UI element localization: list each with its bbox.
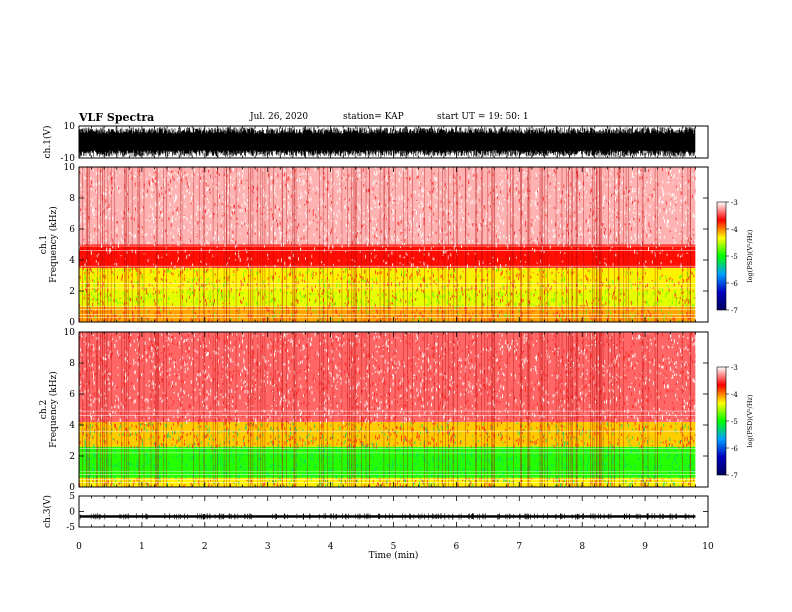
ch1-spectrogram-ylabel: ch.1 [39, 235, 49, 254]
ch1-spectrogram-ytick-label: 4 [69, 256, 75, 266]
ch1-spectrogram-ytick-label: 0 [69, 318, 75, 328]
ch3-waveform-ylabel: ch.3(V) [42, 495, 53, 528]
x-tick-label: 2 [202, 542, 208, 552]
ch1-spectrogram-image [79, 167, 708, 322]
ch2-spectrogram-ytick-label: 6 [69, 390, 75, 400]
ch2-spectrogram-no-data [695, 332, 708, 487]
ch1-spectrogram-ytick-label: 2 [69, 287, 75, 297]
chart-title: VLF Spectra [79, 111, 155, 124]
ch1-spectrogram-no-data [695, 167, 708, 322]
date-label: Jul. 26, 2020 [250, 112, 309, 122]
ch1-waveform-ytick-label: 10 [64, 122, 76, 132]
x-tick-label: 8 [579, 542, 585, 552]
station-label: station= KAP [343, 112, 404, 122]
x-tick-label: 5 [391, 542, 397, 552]
ch2-spectrogram-ytick-label: 4 [69, 421, 75, 431]
ch1-spectrogram-ylabel: Frequency (kHz) [48, 206, 59, 283]
x-tick-label: 4 [328, 542, 334, 552]
ch2-spectrogram-colorbar-tick-label: -7 [731, 472, 738, 480]
ch1-spectrogram-ytick-label: 6 [69, 225, 75, 235]
x-tick-label: 7 [516, 542, 522, 552]
ch1-spectrogram-colorbar-tick-label: -4 [731, 226, 738, 234]
ch2-spectrogram-colorbar-tick-label: -5 [731, 418, 738, 426]
ch1-spectrogram-colorbar-tick-label: -6 [731, 280, 738, 288]
ch2-spectrogram-tone-lines [79, 410, 696, 483]
start-time-label: start UT = 19: 50: 1 [437, 112, 529, 122]
ch1-spectrogram-ytick-label: 10 [64, 163, 76, 173]
ch2-spectrogram-impulse-streaks [79, 332, 691, 487]
ch1-waveform-trace [79, 127, 696, 157]
ch2-spectrogram-colorbar-label: log(PSD)(V²/Hz) [746, 394, 754, 447]
ch1-spectrogram-colorbar-tick-label: -5 [731, 253, 738, 261]
ch3-waveform-ytick-label: 5 [69, 492, 75, 502]
ch3-waveform-trace [80, 515, 696, 518]
ch2-spectrogram-colorbar-tick-label: -3 [731, 364, 738, 372]
ch1-waveform-ylabel: ch.1(V) [42, 126, 53, 159]
x-tick-label: 3 [265, 542, 271, 552]
ch2-spectrogram-ytick-label: 8 [69, 359, 75, 369]
ch1-spectrogram-colorbar [716, 201, 727, 311]
ch3-waveform-ytick-label: -5 [66, 523, 75, 533]
ch3-waveform-ytick-label: 0 [69, 508, 75, 518]
x-tick-label: 9 [642, 542, 648, 552]
ch2-spectrogram-ytick-label: 0 [69, 483, 75, 493]
ch2-spectrogram-ylabel: ch.2 [39, 400, 49, 419]
ch1-spectrogram-colorbar-label: log(PSD)(V²/Hz) [746, 229, 754, 282]
x-tick-label: 1 [139, 542, 145, 552]
ch2-spectrogram-colorbar [716, 366, 727, 476]
ch3-waveform-spikes [79, 513, 694, 520]
x-tick-label: 10 [702, 542, 714, 552]
ch1-waveform-ytick-label: -10 [61, 154, 76, 164]
ch2-spectrogram-ylabel: Frequency (kHz) [48, 371, 59, 448]
ch1-spectrogram-tone-lines [79, 245, 696, 318]
ch2-spectrogram-ytick-label: 10 [64, 328, 76, 338]
ch2-spectrogram-colorbar-tick-label: -4 [731, 391, 738, 399]
ch1-spectrogram-colorbar-tick-label: -7 [731, 307, 738, 315]
ch1-spectrogram-colorbar-tick-label: -3 [731, 199, 738, 207]
x-axis-label: Time (min) [369, 550, 419, 561]
ch2-spectrogram-ytick-label: 2 [69, 452, 75, 462]
x-tick-label: 0 [76, 542, 82, 552]
ch2-spectrogram-image [79, 332, 708, 487]
x-tick-label: 6 [454, 542, 460, 552]
ch1-spectrogram-speckle-low [79, 167, 696, 271]
ch2-spectrogram-colorbar-tick-label: -6 [731, 445, 738, 453]
ch1-spectrogram-ytick-label: 8 [69, 194, 75, 204]
